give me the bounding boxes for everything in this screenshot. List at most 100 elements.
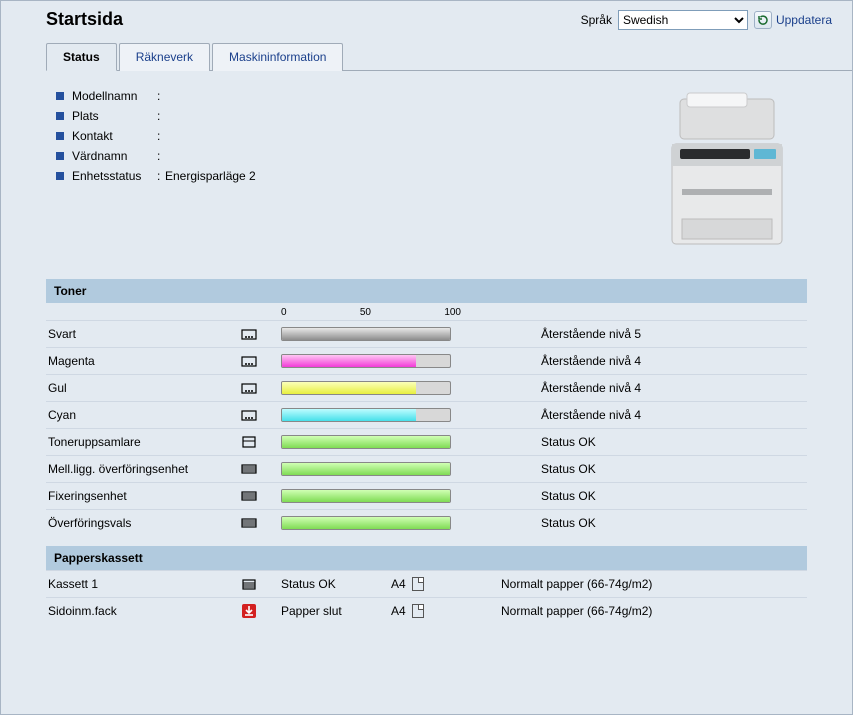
device-info-list: Modellnamn : Plats : Kontakt : Värdnamn … [56,89,256,259]
tab-counter[interactable]: Räkneverk [119,43,210,71]
toner-bar [281,354,501,368]
tray-type: Normalt papper (66-74g/m2) [501,577,807,591]
tab-machine-info[interactable]: Maskininformation [212,43,343,71]
toner-status: Status OK [501,516,807,530]
tray-row: Kassett 1 Status OKA4Normalt papper (66-7… [46,570,807,597]
toner-row: Toneruppsamlare Status OK [46,428,807,455]
toner-status: Status OK [501,435,807,449]
refresh-button[interactable]: Uppdatera [754,11,832,29]
printer-image [652,89,802,259]
paper-orientation-icon [412,577,424,591]
toner-row: Mell.ligg. överföringsenhet Status OK [46,455,807,482]
tray-row: Sidoinm.fack Papper slutA4Normalt papper … [46,597,807,624]
toner-row: Överföringsvals Status OK [46,509,807,536]
tray-section: Papperskassett Kassett 1 Status OKA4Norma… [46,546,807,624]
tray-size: A4 [391,604,501,618]
upper-content: Modellnamn : Plats : Kontakt : Värdnamn … [1,71,852,269]
toner-rows: Svart Återstående nivå 5 Magenta Återståend… [46,320,807,536]
toner-icon [241,516,281,530]
toner-bar [281,381,501,395]
scale-max: 100 [444,307,461,318]
tabs: Status Räkneverk Maskininformation [46,42,852,71]
toner-bar [281,327,501,341]
toner-status: Status OK [501,489,807,503]
language-group: Språk Swedish Uppdatera [581,10,832,30]
toner-bar [281,408,501,422]
tray-icon [241,603,281,619]
info-label: Modellnamn [72,89,157,103]
toner-icon [241,354,281,368]
page-title: Startsida [21,9,123,30]
refresh-label: Uppdatera [776,13,832,27]
bullet-icon [56,172,64,180]
toner-icon [241,462,281,476]
header-row: Startsida Språk Swedish Uppdatera [1,1,852,34]
info-value: Energisparläge 2 [165,169,256,183]
colon: : [157,169,165,183]
toner-icon [241,381,281,395]
toner-name: Mell.ligg. överföringsenhet [46,462,241,476]
tray-name: Sidoinm.fack [46,604,241,618]
scale-min: 0 [281,307,287,318]
paper-orientation-icon [412,604,424,618]
toner-icon [241,435,281,449]
toner-row: Gul Återstående nivå 4 [46,374,807,401]
info-label: Enhetsstatus [72,169,157,183]
bullet-icon [56,152,64,160]
tab-status[interactable]: Status [46,43,117,71]
colon: : [157,109,165,123]
toner-name: Magenta [46,354,241,368]
toner-name: Överföringsvals [46,516,241,530]
toner-status: Återstående nivå 4 [501,354,807,368]
toner-bar [281,462,501,476]
tray-name: Kassett 1 [46,577,241,591]
toner-row: Cyan Återstående nivå 4 [46,401,807,428]
page-root: Startsida Språk Swedish Uppdatera Status… [0,0,853,715]
toner-row: Magenta Återstående nivå 4 [46,347,807,374]
scale-mid: 50 [360,307,371,318]
toner-name: Svart [46,327,241,341]
bullet-icon [56,112,64,120]
toner-status: Status OK [501,462,807,476]
info-row-model: Modellnamn : [56,89,256,103]
toner-name: Cyan [46,408,241,422]
tray-type: Normalt papper (66-74g/m2) [501,604,807,618]
info-row-contact: Kontakt : [56,129,256,143]
language-select[interactable]: Swedish [618,10,748,30]
colon: : [157,129,165,143]
tray-section-header: Papperskassett [46,546,807,570]
toner-section: Toner 0 50 100 Svart Återstående nivå 5 Ma… [46,279,807,536]
toner-row: Fixeringsenhet Status OK [46,482,807,509]
info-label: Värdnamn [72,149,157,163]
toner-bar [281,435,501,449]
toner-name: Gul [46,381,241,395]
colon: : [157,149,165,163]
toner-status: Återstående nivå 4 [501,408,807,422]
bullet-icon [56,92,64,100]
toner-icon [241,327,281,341]
toner-bar [281,516,501,530]
info-row-location: Plats : [56,109,256,123]
toner-name: Toneruppsamlare [46,435,241,449]
bullet-icon [56,132,64,140]
info-row-hostname: Värdnamn : [56,149,256,163]
tray-status: Status OK [281,577,391,591]
tray-icon [241,577,281,591]
info-label: Plats [72,109,157,123]
colon: : [157,89,165,103]
tray-rows: Kassett 1 Status OKA4Normalt papper (66-7… [46,570,807,624]
toner-section-header: Toner [46,279,807,303]
tray-size: A4 [391,577,501,591]
toner-status: Återstående nivå 5 [501,327,807,341]
toner-icon [241,489,281,503]
toner-scale-row: 0 50 100 [46,303,807,320]
language-label: Språk [581,13,612,27]
refresh-icon [754,11,772,29]
toner-icon [241,408,281,422]
toner-name: Fixeringsenhet [46,489,241,503]
toner-row: Svart Återstående nivå 5 [46,320,807,347]
toner-bar [281,489,501,503]
info-label: Kontakt [72,129,157,143]
toner-status: Återstående nivå 4 [501,381,807,395]
tray-status: Papper slut [281,604,391,618]
